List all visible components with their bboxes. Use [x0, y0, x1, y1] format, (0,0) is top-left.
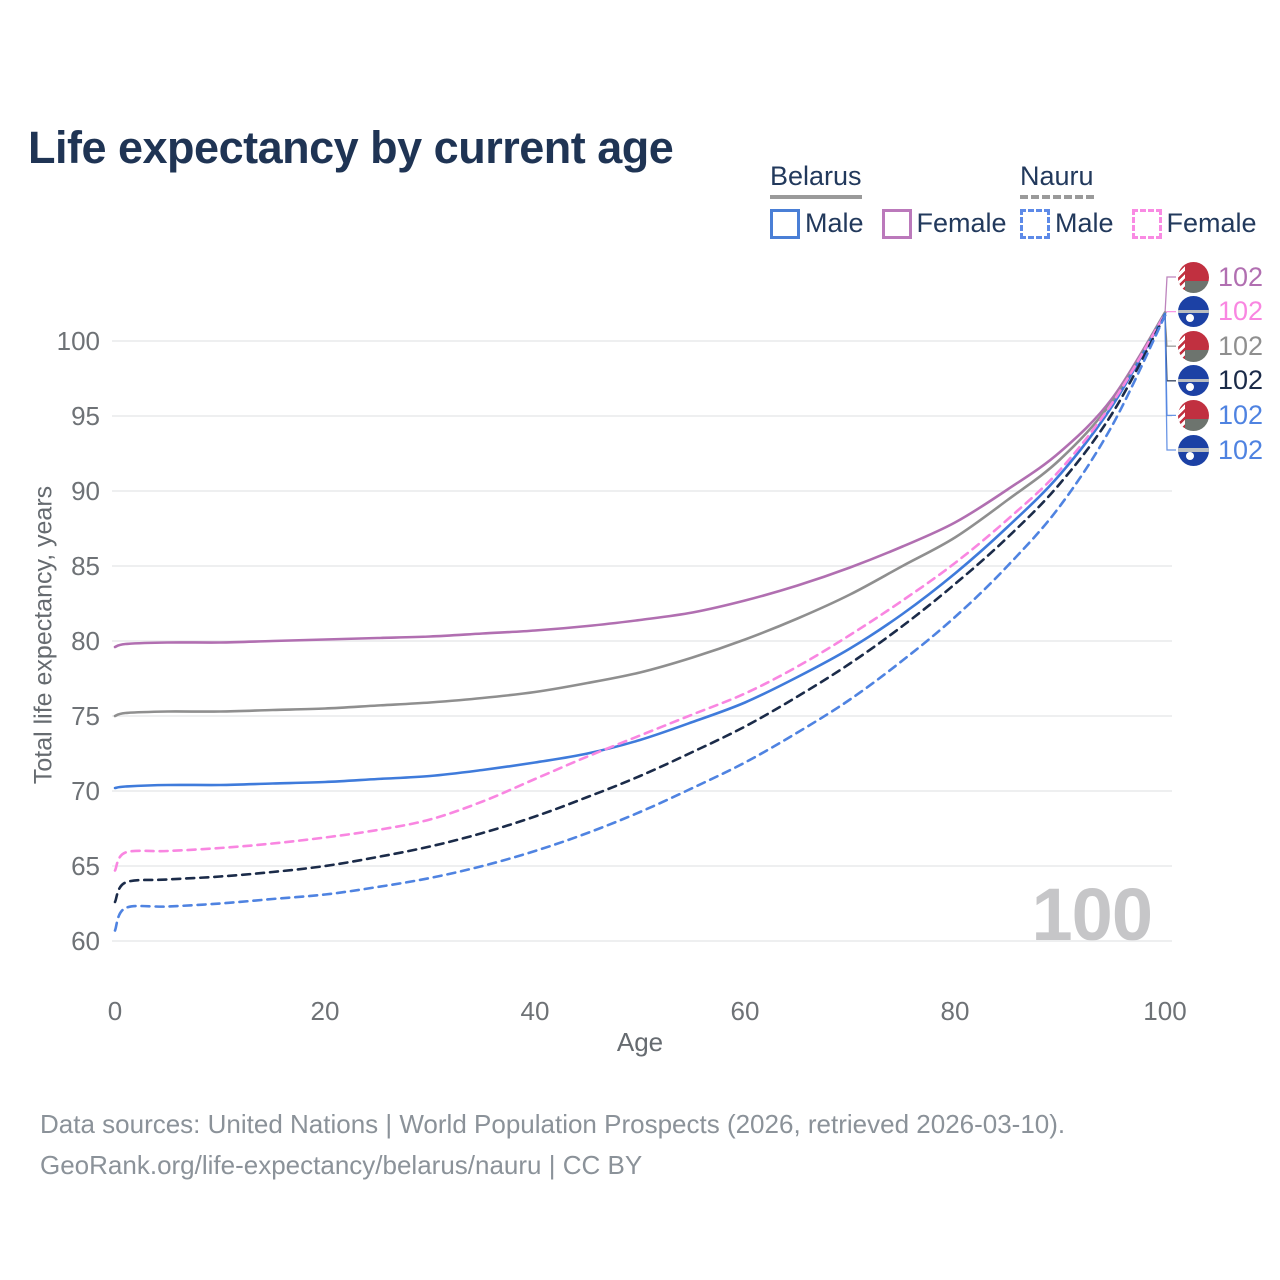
legend-label-belarus-female[interactable]: Female	[916, 208, 1007, 238]
attribution-line: GeoRank.org/life-expectancy/belarus/naur…	[40, 1150, 643, 1180]
nauru-flag-icon	[1178, 296, 1209, 328]
legend-label-nauru-female[interactable]: Female	[1166, 208, 1257, 238]
end-value: 102	[1218, 261, 1264, 292]
end-label-belarus-4: 102	[1178, 399, 1264, 431]
x-tick-40: 40	[520, 996, 550, 1026]
y-tick-60: 60	[71, 926, 100, 956]
x-axis-title: Age	[616, 1027, 664, 1057]
y-tick-95: 95	[71, 401, 100, 431]
series-nauru-male	[113, 314, 1167, 932]
legend-label-belarus-male[interactable]: Male	[805, 208, 864, 238]
belarus-flag-icon	[1178, 330, 1209, 362]
legend-swatch-nauru-female[interactable]	[1131, 208, 1162, 239]
belarus-flag-icon	[1178, 399, 1209, 431]
belarus-flag-icon	[1178, 261, 1209, 293]
age-watermark: 100	[1031, 873, 1153, 956]
data-sources-line: Data sources: United Nations | World Pop…	[40, 1109, 1066, 1139]
end-value: 102	[1218, 330, 1264, 361]
source-footer: Data sources: United Nations | World Pop…	[40, 1104, 1065, 1186]
legend-group-nauru: Nauru Male Female	[1020, 161, 1275, 239]
series-belarus-female	[113, 311, 1167, 649]
x-tick-60: 60	[730, 996, 760, 1026]
end-label-nauru-5: 102	[1178, 434, 1264, 466]
x-tick-20: 20	[310, 996, 340, 1026]
end-value: 102	[1218, 399, 1264, 430]
x-tick-80: 80	[940, 996, 970, 1026]
x-tick-100: 100	[1143, 996, 1187, 1026]
x-tick-0: 0	[107, 996, 123, 1026]
series-belarus-combined	[113, 311, 1167, 718]
end-value: 102	[1218, 365, 1264, 396]
nauru-flag-icon	[1178, 434, 1209, 466]
end-label-belarus-2: 102	[1178, 330, 1264, 362]
legend-country-belarus[interactable]: Belarus	[770, 161, 862, 199]
y-tick-100: 100	[56, 326, 100, 356]
y-tick-80: 80	[71, 626, 100, 656]
end-value: 102	[1218, 434, 1264, 465]
legend-label-nauru-male[interactable]: Male	[1055, 208, 1114, 238]
page-title: Life expectancy by current age	[28, 122, 674, 174]
series-nauru-female	[113, 312, 1167, 872]
y-tick-70: 70	[71, 776, 100, 806]
nauru-flag-icon	[1178, 365, 1209, 397]
y-tick-85: 85	[71, 551, 100, 581]
end-label-leaders	[1164, 276, 1176, 451]
end-label-belarus-0: 102	[1178, 261, 1264, 293]
y-tick-90: 90	[71, 476, 100, 506]
end-value: 102	[1218, 296, 1264, 327]
end-label-nauru-3: 102	[1178, 365, 1264, 397]
legend-swatch-nauru-male[interactable]	[1020, 208, 1050, 239]
legend-group-belarus: Belarus Male Female	[770, 161, 1025, 239]
series-lines	[113, 311, 1167, 932]
series-belarus-male	[113, 312, 1167, 790]
y-tick-75: 75	[71, 701, 100, 731]
y-tick-65: 65	[71, 851, 100, 881]
end-label-nauru-1: 102	[1178, 296, 1264, 328]
legend-swatch-belarus-female[interactable]	[881, 208, 912, 239]
gridlines	[112, 340, 1172, 942]
legend-country-nauru[interactable]: Nauru	[1020, 161, 1094, 199]
series-nauru-combined	[113, 314, 1167, 904]
legend-swatch-belarus-male[interactable]	[770, 208, 800, 239]
